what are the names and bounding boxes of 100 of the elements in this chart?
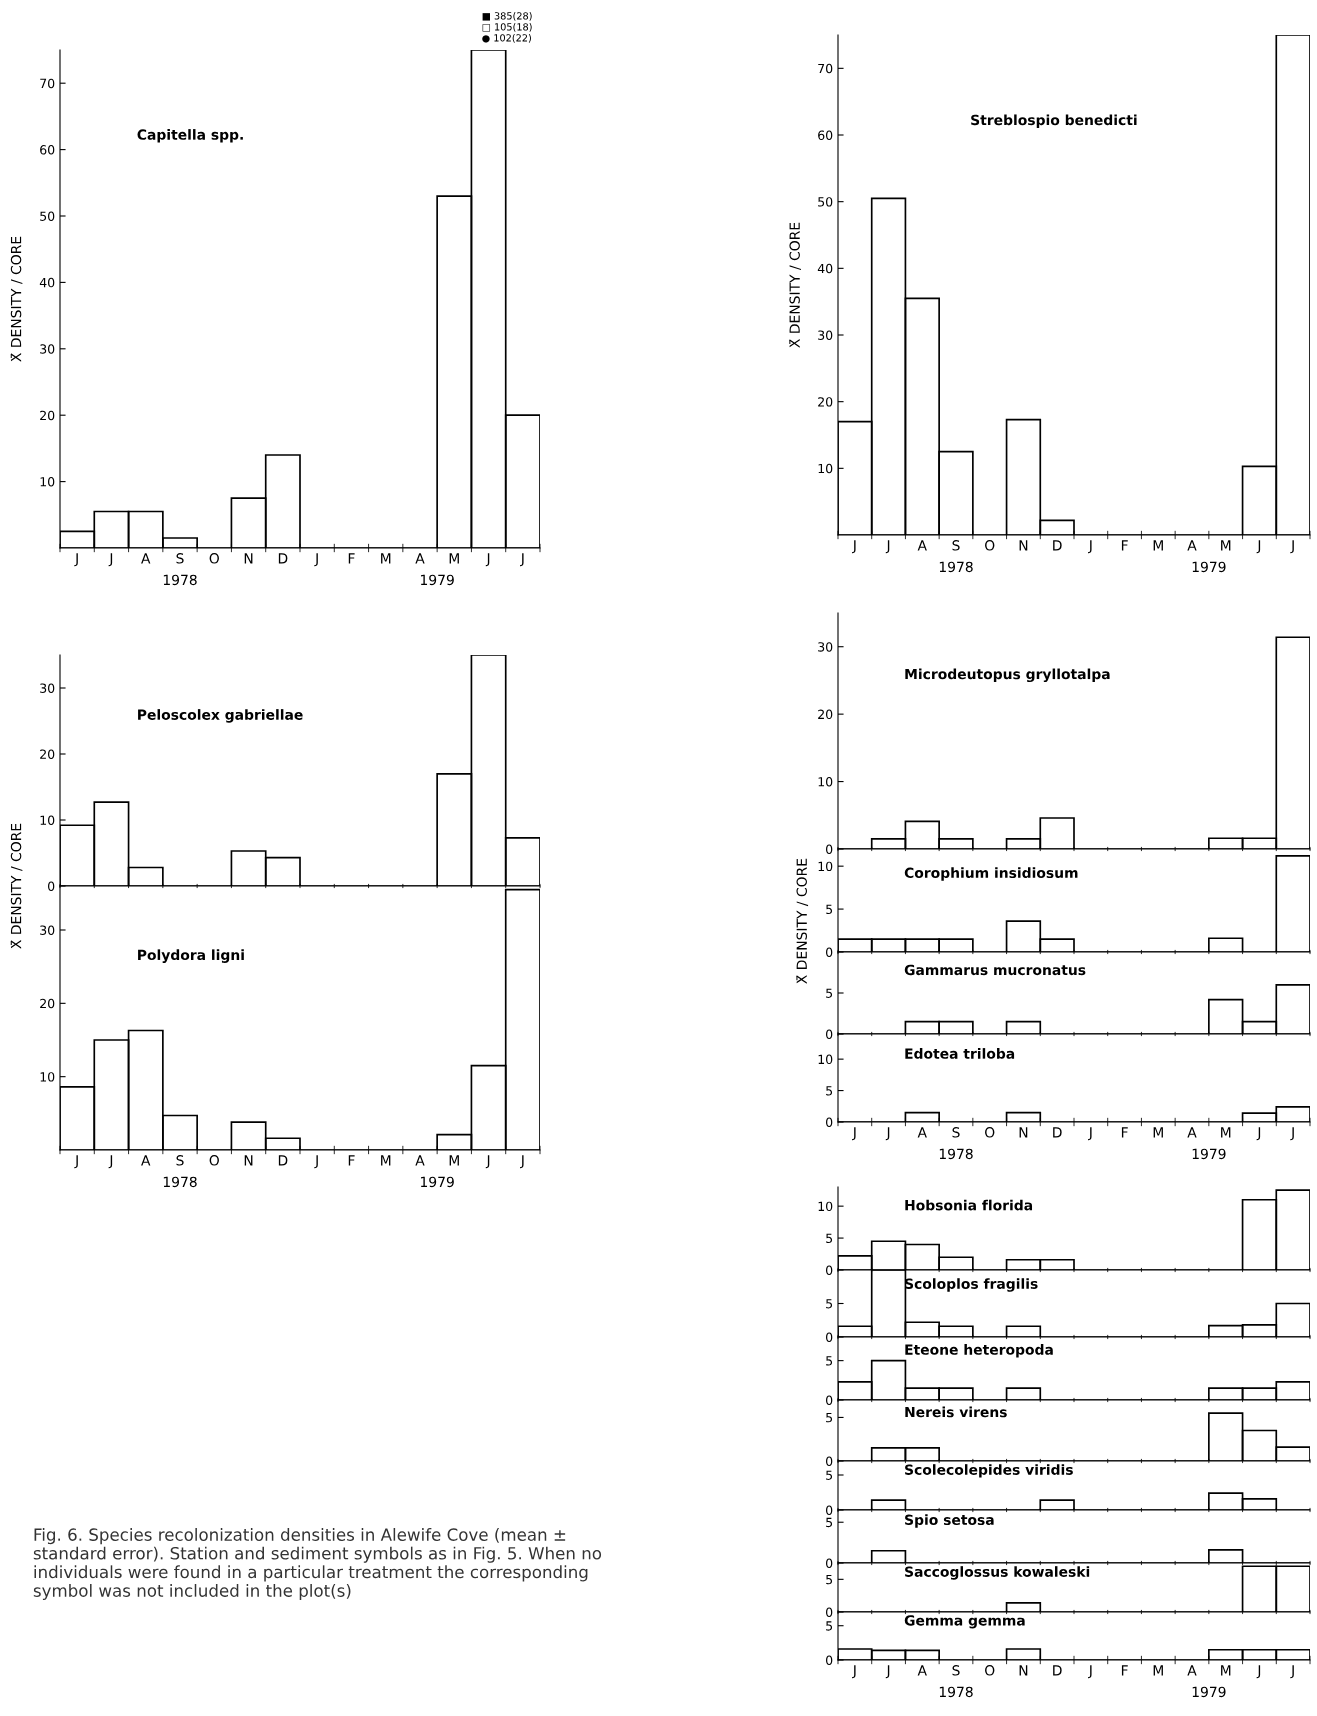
y-tick-label: 5	[826, 1574, 833, 1585]
y-tick-label: 10	[40, 815, 55, 825]
text: Scoloplos fragilis	[905, 1278, 1038, 1292]
x-tick-label: O	[985, 1665, 995, 1676]
y-axis-title: X̄ DENSITY / CORE	[10, 236, 23, 362]
x-tick-label: D	[1053, 540, 1062, 551]
chart-title: Gemma gemma	[904, 1615, 1025, 1629]
y-tick-label: 0	[826, 1655, 833, 1665]
x-tick-label: J	[74, 1155, 78, 1169]
y-tick-label: 20	[818, 397, 833, 407]
x-tick-label: D	[278, 553, 288, 564]
x-tick-label: J	[852, 540, 856, 554]
y-tick-label: 50	[818, 197, 833, 207]
y-tick-label: 0	[826, 844, 833, 854]
y-tick-label: 5	[826, 904, 833, 915]
chart-title: Scolecolepides viridis	[905, 1464, 1073, 1478]
y-tick-label: 70	[40, 78, 55, 89]
x-tick-label: F	[1121, 1127, 1128, 1138]
x-tick-label: M	[1153, 540, 1163, 551]
text: Hobsonia florida	[905, 1199, 1033, 1211]
y-tick-label: 5	[826, 1413, 833, 1423]
x-tick-label: J	[1088, 1127, 1092, 1141]
x-tick-label: M	[449, 553, 459, 564]
y-tick-label: 50	[40, 211, 55, 221]
x-tick-label: M	[381, 553, 391, 564]
y-tick-label: 0	[826, 1456, 833, 1466]
text: 1978	[939, 1148, 973, 1160]
y-tick-label: 5	[826, 1086, 833, 1096]
x-tick-label: M	[1153, 1127, 1163, 1138]
text: ■ 385(28)	[482, 12, 532, 21]
x-tick-label: J	[1088, 1665, 1092, 1679]
x-tick-label: J	[885, 1665, 890, 1679]
text: 1979	[1192, 1148, 1226, 1160]
text: ● 102(22)	[482, 34, 531, 43]
text: □ 105(18)	[482, 23, 532, 32]
text: 1978	[939, 1686, 973, 1698]
x-tick-label: J	[1256, 540, 1261, 554]
x-tick-label: J	[1088, 540, 1092, 554]
y-tick-label: 5	[826, 988, 833, 998]
x-tick-label: J	[520, 1155, 524, 1169]
x-tick-label: O	[209, 1155, 219, 1166]
y-tick-label: 40	[39, 277, 55, 288]
text: Capitella spp.	[137, 129, 243, 143]
x-tick-label: A	[917, 1127, 927, 1138]
x-tick-label: A	[415, 553, 425, 564]
text: 1979	[420, 1176, 454, 1188]
y-tick-label: 20	[40, 998, 55, 1009]
chart-title: Saccoglossus kowaleski	[905, 1566, 1090, 1580]
x-tick-label: D	[1053, 1127, 1062, 1138]
x-tick-label: J	[74, 553, 78, 567]
x-tick-label: J	[108, 1155, 113, 1169]
x-tick-label: A	[917, 540, 927, 551]
x-tick-label: O	[209, 553, 219, 564]
y-tick-label: 20	[818, 709, 833, 720]
x-tick-label: J	[885, 540, 890, 554]
text: Corophium insidiosum	[904, 867, 1078, 881]
x-tick-label: A	[1187, 1665, 1197, 1676]
y-tick-label: 5	[826, 1233, 833, 1243]
text: Gammarus mucronatus	[904, 964, 1086, 976]
y-tick-label: 0	[826, 1332, 833, 1342]
x-tick-label: S	[176, 1155, 184, 1166]
y-axis-title: X̄ DENSITY / CORE	[789, 222, 801, 348]
y-axis-title: X̄ DENSITY / CORE	[10, 823, 23, 949]
x-tick-label: S	[952, 540, 960, 551]
x-tick-label: A	[141, 553, 151, 564]
x-tick-label: N	[1019, 1127, 1028, 1138]
x-tick-label: F	[1121, 540, 1128, 551]
x-tick-label: A	[1187, 1127, 1197, 1138]
text: 1979	[1192, 1686, 1226, 1698]
x-tick-label: J	[852, 1665, 856, 1679]
x-tick-label: A	[917, 1665, 927, 1676]
y-tick-label: 30	[40, 925, 55, 935]
y-tick-label: 0	[826, 947, 833, 957]
x-tick-label: S	[952, 1665, 960, 1676]
x-tick-label: O	[985, 1127, 995, 1138]
x-tick-label: J	[314, 1155, 318, 1169]
x-tick-label: J	[485, 1155, 490, 1169]
y-tick-label: 0	[48, 881, 55, 891]
y-tick-label: 0	[826, 1558, 833, 1568]
x-tick-label: J	[520, 553, 524, 567]
text: 1978	[163, 574, 197, 586]
x-tick-label: J	[885, 1127, 890, 1141]
y-tick-label: 5	[826, 1517, 833, 1528]
x-tick-label: J	[1290, 540, 1294, 554]
y-tick-label: 30	[40, 344, 55, 354]
text: 1978	[939, 561, 973, 573]
y-tick-label: 0	[826, 1117, 833, 1127]
y-tick-label: 30	[818, 642, 833, 652]
y-tick-label: 0	[826, 1607, 833, 1617]
x-tick-label: J	[852, 1127, 856, 1141]
x-tick-label: J	[108, 553, 113, 567]
x-tick-label: M	[1153, 1665, 1163, 1676]
y-tick-label: 10	[40, 1072, 55, 1082]
y-tick-label: 70	[818, 63, 833, 74]
x-tick-label: A	[1187, 540, 1197, 551]
x-tick-label: J	[485, 553, 490, 567]
x-tick-label: S	[952, 1127, 960, 1138]
y-tick-label: 5	[826, 1299, 833, 1309]
y-tick-label: 0	[826, 1029, 833, 1039]
y-tick-label: 30	[818, 330, 833, 340]
